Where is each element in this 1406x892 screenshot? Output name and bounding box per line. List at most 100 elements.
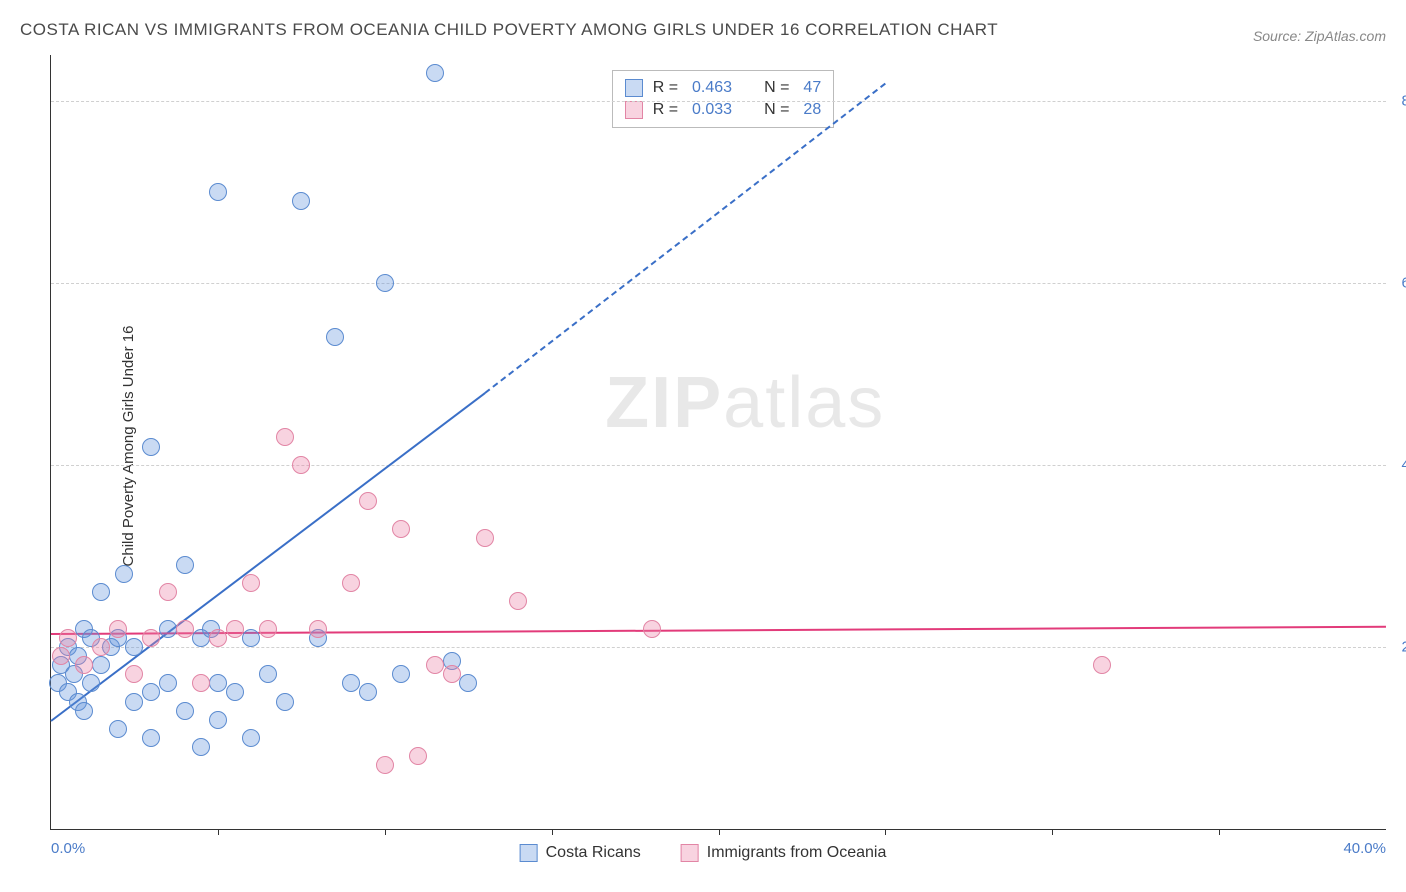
swatch-series-2 — [625, 101, 643, 119]
data-point — [376, 756, 394, 774]
data-point — [226, 683, 244, 701]
data-point — [209, 674, 227, 692]
data-point — [359, 492, 377, 510]
data-point — [109, 620, 127, 638]
data-point — [392, 665, 410, 683]
data-point — [259, 620, 277, 638]
data-point — [242, 574, 260, 592]
stat-r-label: R = — [653, 79, 678, 97]
data-point — [242, 729, 260, 747]
stat-n-value-2: 28 — [803, 101, 821, 119]
data-point — [75, 656, 93, 674]
data-point — [75, 702, 93, 720]
plot-area: ZIPatlas R = 0.463 N = 47 R = 0.033 N = … — [50, 55, 1386, 830]
data-point — [142, 629, 160, 647]
x-minor-tick — [719, 829, 720, 835]
data-point — [209, 711, 227, 729]
stats-box: R = 0.463 N = 47 R = 0.033 N = 28 — [612, 70, 835, 128]
stats-row-1: R = 0.463 N = 47 — [625, 77, 822, 99]
y-tick-label: 40.0% — [1401, 456, 1406, 473]
data-point — [376, 274, 394, 292]
trend-line — [484, 83, 886, 394]
gridline-h — [51, 647, 1386, 648]
data-point — [459, 674, 477, 692]
data-point — [292, 456, 310, 474]
data-point — [226, 620, 244, 638]
x-minor-tick — [1219, 829, 1220, 835]
data-point — [176, 702, 194, 720]
y-tick-label: 60.0% — [1401, 274, 1406, 291]
data-point — [125, 693, 143, 711]
y-tick-label: 20.0% — [1401, 638, 1406, 655]
data-point — [242, 629, 260, 647]
stat-n-value-1: 47 — [803, 79, 821, 97]
stat-r-value-1: 0.463 — [692, 79, 732, 97]
bottom-legend: Costa Ricans Immigrants from Oceania — [520, 844, 887, 862]
legend-label-2: Immigrants from Oceania — [707, 844, 887, 862]
legend-item-2: Immigrants from Oceania — [681, 844, 887, 862]
watermark: ZIPatlas — [605, 362, 885, 444]
stat-r-label-2: R = — [653, 101, 678, 119]
x-tick-label: 40.0% — [1343, 840, 1386, 857]
data-point — [643, 620, 661, 638]
legend-label-1: Costa Ricans — [546, 844, 641, 862]
data-point — [159, 583, 177, 601]
x-minor-tick — [552, 829, 553, 835]
x-tick-label: 0.0% — [51, 840, 85, 857]
data-point — [276, 693, 294, 711]
legend-item-1: Costa Ricans — [520, 844, 641, 862]
data-point — [309, 620, 327, 638]
data-point — [276, 428, 294, 446]
legend-swatch-1 — [520, 844, 538, 862]
data-point — [142, 683, 160, 701]
data-point — [292, 192, 310, 210]
x-minor-tick — [885, 829, 886, 835]
chart-title: COSTA RICAN VS IMMIGRANTS FROM OCEANIA C… — [20, 20, 998, 40]
watermark-zip: ZIP — [605, 363, 723, 443]
x-minor-tick — [218, 829, 219, 835]
x-minor-tick — [1052, 829, 1053, 835]
legend-swatch-2 — [681, 844, 699, 862]
data-point — [192, 738, 210, 756]
stats-row-2: R = 0.033 N = 28 — [625, 99, 822, 121]
watermark-atlas: atlas — [723, 363, 885, 443]
data-point — [115, 565, 133, 583]
data-point — [109, 720, 127, 738]
stat-n-label: N = — [764, 79, 789, 97]
data-point — [409, 747, 427, 765]
y-tick-label: 80.0% — [1401, 92, 1406, 109]
data-point — [92, 583, 110, 601]
data-point — [342, 674, 360, 692]
swatch-series-1 — [625, 79, 643, 97]
data-point — [1093, 656, 1111, 674]
data-point — [125, 665, 143, 683]
gridline-h — [51, 283, 1386, 284]
data-point — [426, 64, 444, 82]
data-point — [92, 638, 110, 656]
data-point — [443, 665, 461, 683]
data-point — [509, 592, 527, 610]
data-point — [82, 674, 100, 692]
stat-r-value-2: 0.033 — [692, 101, 732, 119]
data-point — [142, 438, 160, 456]
data-point — [92, 656, 110, 674]
data-point — [192, 674, 210, 692]
stat-n-label-2: N = — [764, 101, 789, 119]
data-point — [176, 620, 194, 638]
data-point — [59, 629, 77, 647]
data-point — [359, 683, 377, 701]
data-point — [125, 638, 143, 656]
source-label: Source: ZipAtlas.com — [1253, 28, 1386, 44]
data-point — [392, 520, 410, 538]
data-point — [52, 647, 70, 665]
data-point — [159, 620, 177, 638]
data-point — [326, 328, 344, 346]
gridline-h — [51, 101, 1386, 102]
x-minor-tick — [385, 829, 386, 835]
data-point — [259, 665, 277, 683]
data-point — [476, 529, 494, 547]
data-point — [142, 729, 160, 747]
gridline-h — [51, 465, 1386, 466]
data-point — [426, 656, 444, 674]
data-point — [209, 629, 227, 647]
